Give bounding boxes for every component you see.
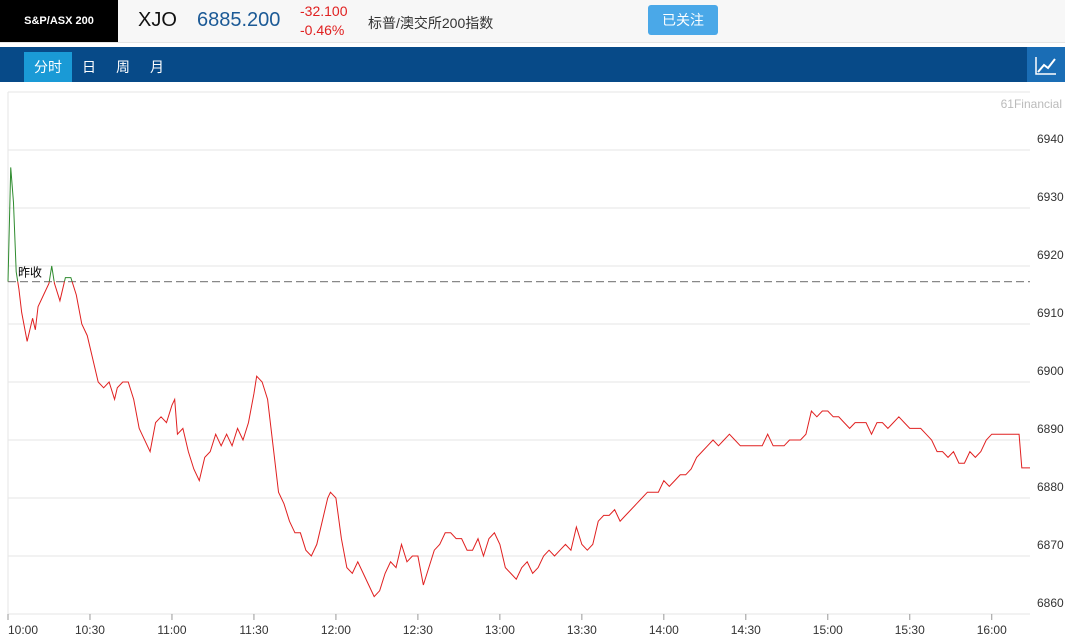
tab[interactable]: 日 [82,59,96,75]
y-tick-label: 6910 [1037,306,1064,320]
logo: S&P/ASX 200 [0,0,118,42]
index-name: 标普/澳交所200指数 [368,15,494,31]
x-tick-label: 16:00 [977,623,1007,637]
y-tick-label: 6900 [1037,364,1064,378]
x-tick-label: 13:30 [567,623,597,637]
reference-label: 昨收 [18,266,42,280]
change-pct: -0.46% [300,22,345,38]
y-tick-label: 6870 [1037,538,1064,552]
y-tick-label: 6920 [1037,248,1064,262]
icon [1035,57,1056,75]
tab[interactable]: 分时 [24,52,72,82]
watermark: 61Financial [1001,97,1062,111]
chart-icon[interactable] [1027,47,1065,82]
change: -32.100 [300,3,348,19]
header: S&P/ASX 200 XJO 6885.200 -32.100 -0.46% … [0,0,1065,43]
y-tick-label: 6880 [1037,480,1064,494]
x-tick-label: 10:30 [75,623,105,637]
x-tick-label: 14:30 [731,623,761,637]
x-tick-label: 14:00 [649,623,679,637]
y-tick-label: 6940 [1037,132,1064,146]
symbol: XJO [138,9,177,31]
x-tick-label: 13:00 [485,623,515,637]
price: 6885.200 [197,9,281,31]
x-tick-label: 10:00 [8,623,38,637]
x-tick-label: 11:30 [239,623,268,637]
price-line [7,167,1030,598]
x-tick-label: 15:00 [813,623,843,637]
y-tick-label: 6930 [1037,190,1064,204]
tab[interactable]: 周 [116,59,130,75]
tab[interactable]: 月 [150,59,164,75]
x-tick-label: 12:00 [321,623,351,637]
follow-button[interactable]: 已关注 [648,5,718,35]
x-tick-label: 12:30 [403,623,433,637]
chart: 61Financial 6860 6870 6880 6890 6900 6910 6920… [7,91,1064,637]
tab-bar: 分时 日 周 月 [0,47,1065,82]
x-tick-label: 11:00 [157,623,186,637]
y-tick-label: 6860 [1037,596,1064,610]
y-tick-label: 6890 [1037,422,1064,436]
x-tick-label: 15:30 [895,623,925,637]
